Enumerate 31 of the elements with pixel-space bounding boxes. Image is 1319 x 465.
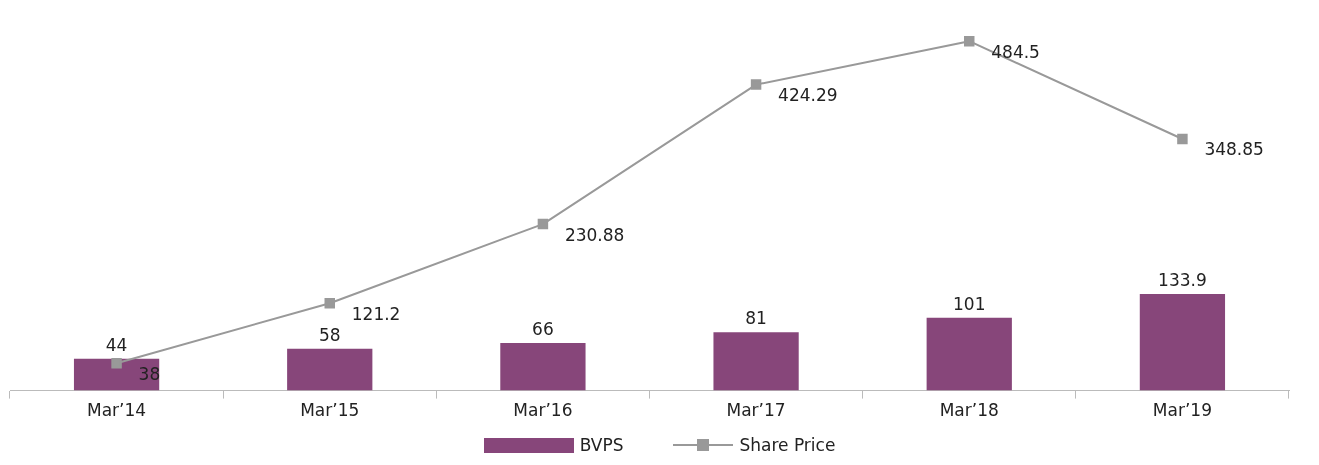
point xyxy=(537,218,549,230)
data-label: 81 xyxy=(745,308,767,329)
data-label: 348.85 xyxy=(1204,139,1264,160)
x-tick-label: Mar’14 xyxy=(87,400,147,421)
x-tick-label: Mar’18 xyxy=(939,400,999,421)
legend-label: Share Price xyxy=(739,435,836,455)
point xyxy=(324,297,335,309)
point xyxy=(1177,133,1188,145)
data-label: 101 xyxy=(953,293,986,314)
bar xyxy=(500,343,586,391)
bar xyxy=(926,317,1012,391)
x-tick-label: Mar’15 xyxy=(300,400,360,421)
bar xyxy=(1139,294,1226,391)
point xyxy=(750,79,762,90)
x-tick-label: Mar’17 xyxy=(726,400,786,421)
x-tick-label: Mar’16 xyxy=(513,400,573,421)
data-label: 58 xyxy=(318,324,341,345)
text: BVPS xyxy=(579,435,624,455)
data-label: 424.29 xyxy=(778,85,838,106)
bar xyxy=(287,348,373,391)
data-label: 121.2 xyxy=(351,303,401,324)
data-label: 230.88 xyxy=(564,224,625,245)
point xyxy=(111,357,122,369)
data-label: 38 xyxy=(138,363,161,384)
data-label: 133.9 xyxy=(1158,269,1207,290)
bar xyxy=(713,332,799,391)
point xyxy=(964,35,975,47)
data-label: 484.5 xyxy=(991,41,1040,62)
x-tick-label: Mar’19 xyxy=(1152,400,1212,421)
data-label: 44 xyxy=(105,334,128,355)
data-label: 66 xyxy=(532,318,554,339)
